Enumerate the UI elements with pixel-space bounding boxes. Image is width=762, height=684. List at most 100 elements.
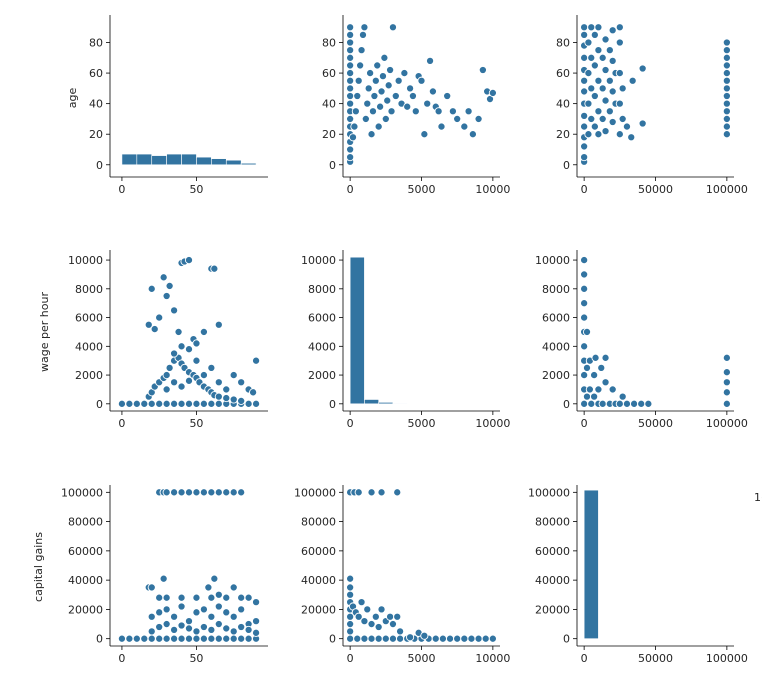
- y-tick-label: 100000: [294, 486, 336, 499]
- y-tick-label: 20: [89, 128, 103, 141]
- scatter-point: [393, 488, 402, 497]
- scatter-point: [453, 634, 462, 643]
- scatter-point: [448, 107, 457, 116]
- scatter-point: [162, 619, 171, 629]
- scatter-point: [597, 363, 606, 372]
- x-tick-label: 50000: [638, 652, 673, 665]
- y-tick-label: 0: [96, 633, 103, 646]
- scatter-point: [587, 114, 596, 123]
- scatter-point: [244, 399, 253, 408]
- scatter-point: [177, 593, 186, 602]
- scatter-point: [361, 114, 370, 123]
- scatter-point: [580, 284, 589, 293]
- x-tick-label: 0: [581, 183, 588, 196]
- scatter-point: [594, 46, 603, 55]
- x-tick-label: 100000: [706, 417, 748, 430]
- scatter-point: [722, 399, 731, 408]
- y-tick-label: 100000: [61, 486, 103, 499]
- scatter-point: [207, 488, 216, 497]
- scatter-point: [366, 69, 375, 78]
- scatter-point: [244, 593, 253, 602]
- y-tick-label: 4000: [75, 340, 103, 353]
- scatter-point: [199, 327, 208, 336]
- scatter-point: [587, 84, 596, 93]
- scatter-point: [722, 368, 731, 377]
- y-tick-label: 80000: [535, 516, 570, 529]
- scatter-point: [598, 399, 607, 408]
- scatter-point: [722, 378, 731, 387]
- scatter-point: [155, 593, 164, 602]
- x-tick-label: 100000: [706, 652, 748, 665]
- y-tick-label: 60000: [535, 545, 570, 558]
- scatter-point: [199, 622, 208, 632]
- hist-bar: [211, 158, 227, 166]
- scatter-point: [346, 619, 355, 629]
- scatter-point: [406, 633, 415, 642]
- scatter-point: [582, 363, 592, 372]
- scatter-point: [615, 399, 624, 408]
- scatter-point: [192, 488, 201, 497]
- scatter-point: [411, 107, 420, 116]
- scatter-point: [222, 593, 231, 602]
- x-tick-label: 0: [347, 183, 354, 196]
- scatter-point: [162, 385, 171, 394]
- scatter-point: [207, 593, 216, 602]
- scatter-point: [207, 634, 216, 643]
- scatter-point: [199, 488, 208, 497]
- scatter-point: [346, 583, 355, 592]
- scatter-point: [214, 488, 223, 497]
- scatter-point: [192, 634, 201, 643]
- panel-r2-c2: 0 50000 100000 0 20000 40000 60000 80000 100000: [528, 485, 748, 665]
- hist-bar: [378, 402, 394, 405]
- scatter-point: [601, 127, 610, 136]
- scatter-point: [170, 378, 179, 387]
- x-tick-label: 0: [118, 183, 125, 196]
- scatter-point: [388, 619, 398, 629]
- scatter-point: [438, 634, 447, 643]
- scatter-point: [346, 76, 355, 85]
- scatter-point: [601, 65, 610, 75]
- scatter-point: [229, 612, 238, 621]
- scatter-point: [396, 634, 405, 643]
- scatter-point: [605, 76, 614, 85]
- scatter-point: [354, 76, 363, 85]
- scatter-point: [140, 399, 149, 408]
- scatter-point: [177, 602, 186, 611]
- scatter-point: [184, 617, 194, 626]
- scatter-point: [353, 634, 362, 643]
- y-tick-label: 20: [322, 128, 336, 141]
- y-tick-label: 6000: [308, 312, 336, 325]
- scatter-point: [420, 631, 429, 640]
- scatter-point: [117, 399, 126, 408]
- y-tick-label: 4000: [308, 340, 336, 353]
- scatter-point: [580, 111, 589, 120]
- scatter-point: [628, 76, 637, 85]
- scatter-point: [346, 69, 355, 78]
- hist-bar: [121, 153, 138, 166]
- scatter-point: [594, 107, 603, 116]
- scatter-point: [722, 53, 731, 62]
- scatter-point: [386, 612, 395, 621]
- scatter-point: [222, 624, 231, 633]
- scatter-point: [580, 153, 589, 162]
- scatter-point: [252, 356, 261, 365]
- scatter-point: [159, 273, 168, 282]
- scatter-point: [423, 99, 432, 108]
- scatter-point: [155, 634, 164, 643]
- scatter-point: [608, 87, 617, 96]
- scatter-point: [598, 84, 607, 93]
- y-tick-label: 40000: [535, 574, 570, 587]
- scatter-point: [358, 30, 368, 39]
- scatter-point: [722, 76, 731, 85]
- scatter-point: [177, 488, 186, 497]
- scatter-point: [637, 399, 646, 408]
- scatter-point: [580, 342, 589, 351]
- scatter-point: [222, 394, 231, 403]
- scatter-point: [594, 385, 603, 394]
- row-label-capital-gains: capital gains: [32, 532, 45, 602]
- scatter-point: [468, 130, 477, 139]
- scatter-point: [381, 634, 390, 643]
- y-tick-label: 40: [89, 98, 103, 111]
